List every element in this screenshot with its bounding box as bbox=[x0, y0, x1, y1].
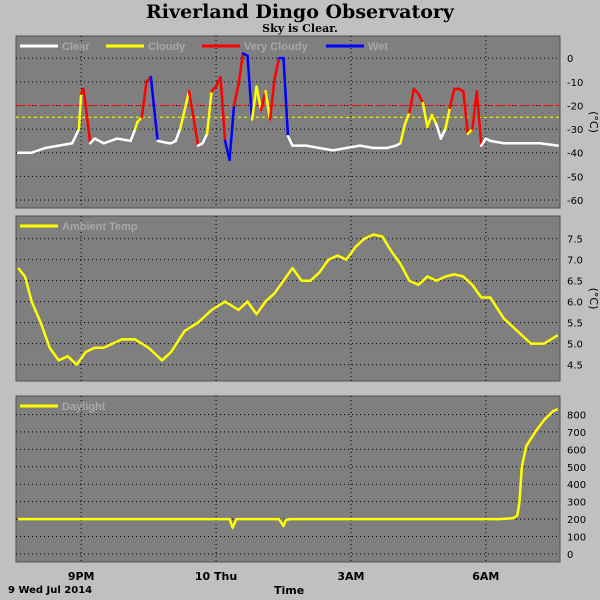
y-tick-ambient-1: 5.0 bbox=[567, 340, 583, 351]
sky-segment-wet bbox=[149, 75, 159, 143]
y-tick-daylight-6: 600 bbox=[567, 445, 586, 456]
y-unit-label-sky: (°C) bbox=[587, 111, 600, 133]
sky-segment-cloudy bbox=[444, 106, 452, 131]
y-tick-ambient-6: 7.5 bbox=[567, 235, 583, 246]
sky-segment-clear bbox=[129, 127, 137, 143]
sky-segment-clear bbox=[70, 127, 81, 145]
sky-segment-very_cloudy bbox=[187, 90, 200, 147]
sky-segment-clear bbox=[201, 132, 209, 145]
sky-segment-clear bbox=[174, 127, 182, 143]
sky-segment-cloudy bbox=[255, 85, 263, 112]
sky-segment-clear bbox=[480, 137, 488, 147]
sky-segment-very_cloudy bbox=[475, 90, 483, 147]
legend-label-sky-1: Cloudy bbox=[148, 41, 186, 53]
sky-status: Sky is Clear. bbox=[262, 22, 338, 35]
y-tick-ambient-5: 7.0 bbox=[567, 256, 583, 267]
legend-label-sky-0: Clear bbox=[62, 41, 90, 53]
y-tick-ambient-2: 5.5 bbox=[567, 319, 583, 330]
x-tick-label-1: 10 Thu bbox=[195, 570, 237, 583]
sky-segment-very_cloudy bbox=[84, 104, 92, 145]
sky-segment-clear bbox=[43, 144, 60, 150]
sky-segment-very_cloudy bbox=[417, 92, 425, 105]
sky-segment-clear bbox=[439, 127, 447, 140]
y-tick-daylight-2: 200 bbox=[567, 515, 586, 526]
y-tick-daylight-0: 0 bbox=[567, 550, 573, 561]
sky-segment-very_cloudy bbox=[462, 90, 470, 136]
sky-segment-clear bbox=[538, 142, 560, 147]
y-tick-sky-2: -20 bbox=[567, 101, 583, 112]
y-tick-sky-1: -10 bbox=[567, 78, 583, 89]
sky-segment-very_cloudy bbox=[219, 75, 227, 143]
date-label: 9 Wed Jul 2014 bbox=[8, 585, 93, 596]
plot-background-daylight bbox=[15, 395, 561, 563]
y-tick-sky-5: -50 bbox=[567, 172, 583, 183]
legend-label-ambient-0: Ambient Temp bbox=[62, 221, 138, 233]
sky-segment-clear bbox=[489, 139, 506, 145]
legend-label-sky-2: Very Cloudy bbox=[244, 41, 308, 53]
sky-segment-very_cloudy bbox=[268, 78, 276, 121]
y-tick-daylight-4: 400 bbox=[567, 480, 586, 491]
sky-segment-very_cloudy bbox=[448, 87, 456, 110]
sky-segment-clear bbox=[318, 146, 335, 152]
sky-segment-cloudy bbox=[77, 92, 83, 131]
sky-segment-cloudy bbox=[178, 90, 191, 131]
sky-segment-clear bbox=[385, 144, 398, 150]
sky-segment-cloudy bbox=[426, 113, 434, 128]
y-tick-daylight-7: 700 bbox=[567, 428, 586, 439]
plot-background-ambient bbox=[15, 215, 561, 382]
sky-segment-clear bbox=[102, 137, 119, 145]
sky-segment-very_cloudy bbox=[273, 56, 281, 81]
x-tick-label-0: 9PM bbox=[68, 570, 95, 583]
y-tick-ambient-4: 6.5 bbox=[567, 277, 583, 288]
y-tick-sky-6: -60 bbox=[567, 196, 583, 207]
sky-segment-very_cloudy bbox=[232, 82, 240, 107]
sky-segment-very_cloudy bbox=[82, 87, 87, 107]
y-unit-label-ambient: (°C) bbox=[587, 288, 600, 310]
sky-segment-clear bbox=[286, 134, 294, 147]
sky-segment-cloudy bbox=[403, 111, 411, 126]
sky-segment-clear bbox=[30, 146, 47, 154]
sky-segment-very_cloudy bbox=[471, 90, 479, 131]
sky-segment-cloudy bbox=[399, 123, 407, 145]
y-tick-sky-0: 0 bbox=[567, 54, 573, 65]
sky-segment-wet bbox=[228, 104, 236, 162]
x-axis-label: Time bbox=[274, 584, 305, 597]
sky-segment-clear bbox=[358, 144, 375, 150]
x-tick-label-3: 6AM bbox=[472, 570, 499, 583]
y-tick-ambient-0: 4.5 bbox=[567, 361, 583, 372]
sky-segment-clear bbox=[304, 144, 321, 150]
sky-segment-clear bbox=[435, 123, 443, 140]
y-tick-daylight-5: 500 bbox=[567, 463, 586, 474]
y-tick-daylight-3: 300 bbox=[567, 498, 586, 509]
sky-segment-clear bbox=[331, 146, 348, 152]
y-tick-sky-3: -30 bbox=[567, 125, 583, 136]
sky-segment-clear bbox=[156, 139, 171, 145]
legend-label-daylight-0: Daylight bbox=[62, 401, 106, 413]
x-tick-label-2: 3AM bbox=[337, 570, 364, 583]
y-tick-daylight-1: 100 bbox=[567, 533, 586, 544]
sky-segment-very_cloudy bbox=[140, 80, 148, 119]
y-tick-sky-4: -40 bbox=[567, 149, 583, 160]
y-tick-ambient-3: 6.0 bbox=[567, 298, 583, 309]
sky-segment-wet bbox=[282, 56, 290, 138]
sky-segment-clear bbox=[345, 144, 362, 150]
sky-segment-clear bbox=[93, 137, 105, 145]
y-tick-daylight-8: 800 bbox=[567, 410, 586, 421]
legend-label-sky-3: Wet bbox=[368, 41, 388, 53]
sky-segment-cloudy bbox=[421, 101, 429, 128]
sky-segment-cloudy bbox=[250, 85, 258, 121]
sky-segment-very_cloudy bbox=[408, 87, 416, 114]
sky-segment-cloudy bbox=[430, 113, 438, 126]
sky-segment-wet bbox=[246, 54, 254, 121]
sky-segment-cloudy bbox=[264, 90, 272, 121]
ambient-series-line bbox=[17, 233, 559, 366]
sky-segment-clear bbox=[115, 137, 132, 143]
daylight-series-line bbox=[18, 408, 559, 530]
sky-segment-very_cloudy bbox=[237, 52, 245, 86]
chart-title: Riverland Dingo Observatory bbox=[146, 1, 454, 23]
sky-segment-clear bbox=[57, 142, 74, 147]
sky-segment-cloudy bbox=[205, 90, 213, 136]
